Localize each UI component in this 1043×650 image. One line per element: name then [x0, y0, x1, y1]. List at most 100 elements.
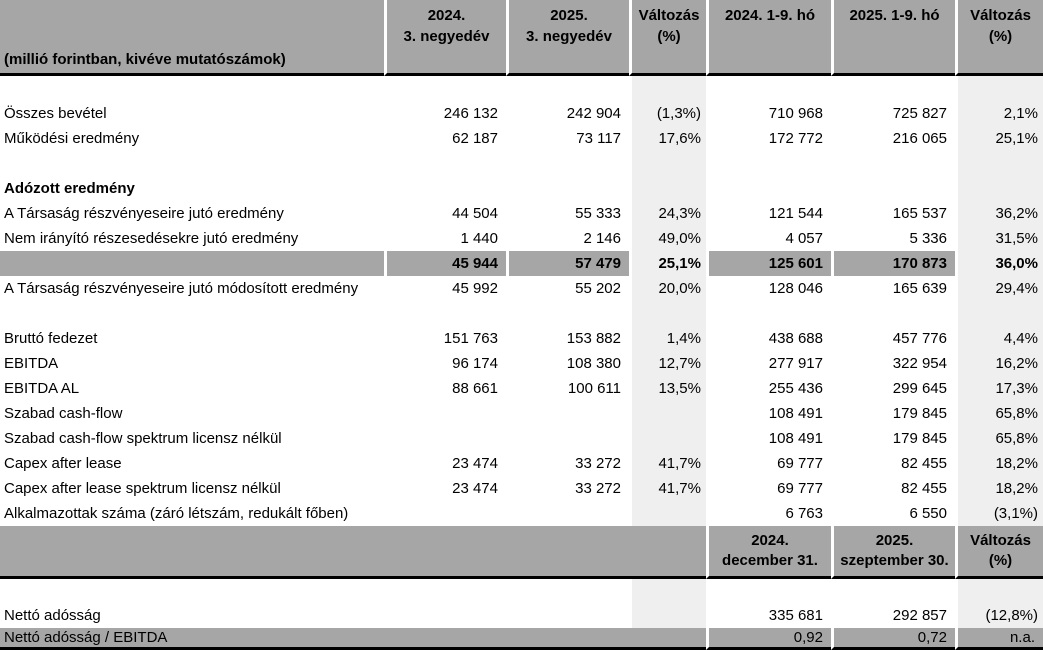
value-cell: 108 380 [506, 351, 629, 376]
value-cell [629, 176, 706, 201]
value-cell: 25,1% [629, 251, 706, 276]
value-cell [955, 579, 1043, 603]
table-row: Capex after lease 23 474 33 272 41,7% 69 777… [0, 451, 1043, 476]
value-cell: 151 763 [384, 326, 506, 351]
header-line1: Változás [970, 532, 1031, 549]
value-cell: 4 057 [706, 226, 831, 251]
value-cell: 1,4% [629, 326, 706, 351]
value-cell [384, 301, 506, 326]
value-cell [629, 401, 706, 426]
row-label: A Társaság részvényeseire jutó módosítot… [4, 280, 359, 297]
value-cell: 17,6% [629, 126, 706, 151]
value-cell: 242 904 [506, 101, 629, 126]
value-cell [706, 76, 831, 101]
value-cell: 33 272 [506, 476, 629, 501]
value-cell: 725 827 [831, 101, 955, 126]
value-cell [831, 579, 955, 603]
value-cell: 88 661 [384, 376, 506, 401]
value-cell: 165 537 [831, 201, 955, 226]
table-row [0, 301, 1043, 326]
value-cell: 45 992 [384, 276, 506, 301]
value-cell [384, 176, 506, 201]
value-cell: 18,2% [955, 476, 1043, 501]
value-cell: (3,1%) [955, 501, 1043, 526]
value-cell: 292 857 [831, 603, 955, 628]
value-cell: 96 174 [384, 351, 506, 376]
row-label [0, 76, 384, 101]
value-cell: 246 132 [384, 101, 506, 126]
table-row: Adózott eredmény [0, 176, 1043, 201]
value-cell: 33 272 [506, 451, 629, 476]
table-row: Nem irányító részesedésekre jutó eredmén… [0, 226, 1043, 251]
row-label: EBITDA [4, 355, 59, 372]
value-cell [629, 579, 706, 603]
value-cell [955, 151, 1043, 176]
table-row: Összes bevétel 246 132 242 904 (1,3%) 710 96… [0, 101, 1043, 126]
value-cell: 23 474 [384, 451, 506, 476]
value-cell [706, 579, 831, 603]
value-cell: 5 336 [831, 226, 955, 251]
value-cell: 17,3% [955, 376, 1043, 401]
value-cell [706, 176, 831, 201]
value-cell: 16,2% [955, 351, 1043, 376]
value-cell [506, 579, 629, 603]
header-cell-2024-q3: 2024. 3. negyedév [384, 0, 506, 76]
table-row: 45 944 57 479 25,1% 125 601 170 873 36,0% [0, 251, 1043, 276]
value-cell: 82 455 [831, 451, 955, 476]
row-label: Bruttó fedezet [4, 330, 98, 347]
value-cell [384, 151, 506, 176]
table-row: Szabad cash-flow spektrum licensz nélkül… [0, 426, 1043, 451]
value-cell: 108 491 [706, 426, 831, 451]
value-cell [831, 301, 955, 326]
header-line1: 2025. [875, 532, 914, 549]
table-row: Nettó adósság / EBITDA 0,92 0,72 n.a. [0, 628, 1043, 650]
header-line1: 2025. [550, 7, 588, 24]
value-cell [384, 579, 506, 603]
value-cell: 172 772 [706, 126, 831, 151]
header-cell-2025-q3: 2025. 3. negyedév [506, 0, 629, 76]
row-label: Nem irányító részesedésekre jutó eredmén… [4, 230, 299, 247]
table-row [0, 76, 1043, 101]
header-cell-2024-9m: 2024. 1-9. hó [706, 0, 831, 76]
value-cell: 65,8% [955, 401, 1043, 426]
value-cell: 2 146 [506, 226, 629, 251]
value-cell: 322 954 [831, 351, 955, 376]
value-cell [955, 76, 1043, 101]
row-label [0, 579, 384, 603]
value-cell: 0,92 [706, 628, 831, 650]
header-line1: Változás [970, 7, 1031, 24]
section2-rows: Nettó adósság 335 681 292 857 (12,8%) Nettó … [0, 579, 1043, 650]
row-label: Nettó adósság / EBITDA [0, 628, 706, 650]
row-label: Adózott eredmény [4, 180, 135, 197]
row-label: Capex after lease [4, 455, 122, 472]
header-line1: 2025. 1-9. hó [849, 7, 940, 24]
header-cell-change-bs: Változás (%) [955, 526, 1043, 579]
value-cell: 100 611 [506, 376, 629, 401]
header-line2: 3. negyedév [526, 28, 612, 45]
header-line2: szeptember 30. [840, 552, 949, 569]
value-cell: 24,3% [629, 201, 706, 226]
header-line2: 3. negyedév [403, 28, 490, 45]
value-cell: 25,1% [955, 126, 1043, 151]
value-cell [955, 301, 1043, 326]
value-cell [955, 176, 1043, 201]
value-cell: 41,7% [629, 451, 706, 476]
value-cell: 121 544 [706, 201, 831, 226]
value-cell: 36,2% [955, 201, 1043, 226]
row-label: Capex after lease spektrum licensz nélkü… [4, 480, 281, 497]
row-label: Alkalmazottak száma (záró létszám, reduk… [4, 505, 349, 522]
section2-header-spacer [0, 526, 706, 579]
value-cell: 1 440 [384, 226, 506, 251]
header-unit-note: (millió forintban, kivéve mutatószámok) [0, 0, 384, 76]
row-label [0, 301, 384, 326]
value-cell: 20,0% [629, 276, 706, 301]
value-cell: 55 333 [506, 201, 629, 226]
value-cell: 69 777 [706, 451, 831, 476]
value-cell [629, 501, 706, 526]
header-line2: december 31. [722, 552, 818, 569]
table-row: Működési eredmény 62 187 73 117 17,6% 172 77… [0, 126, 1043, 151]
row-label: EBITDA AL [4, 380, 80, 397]
value-cell: 216 065 [831, 126, 955, 151]
value-cell: 12,7% [629, 351, 706, 376]
value-cell: 62 187 [384, 126, 506, 151]
